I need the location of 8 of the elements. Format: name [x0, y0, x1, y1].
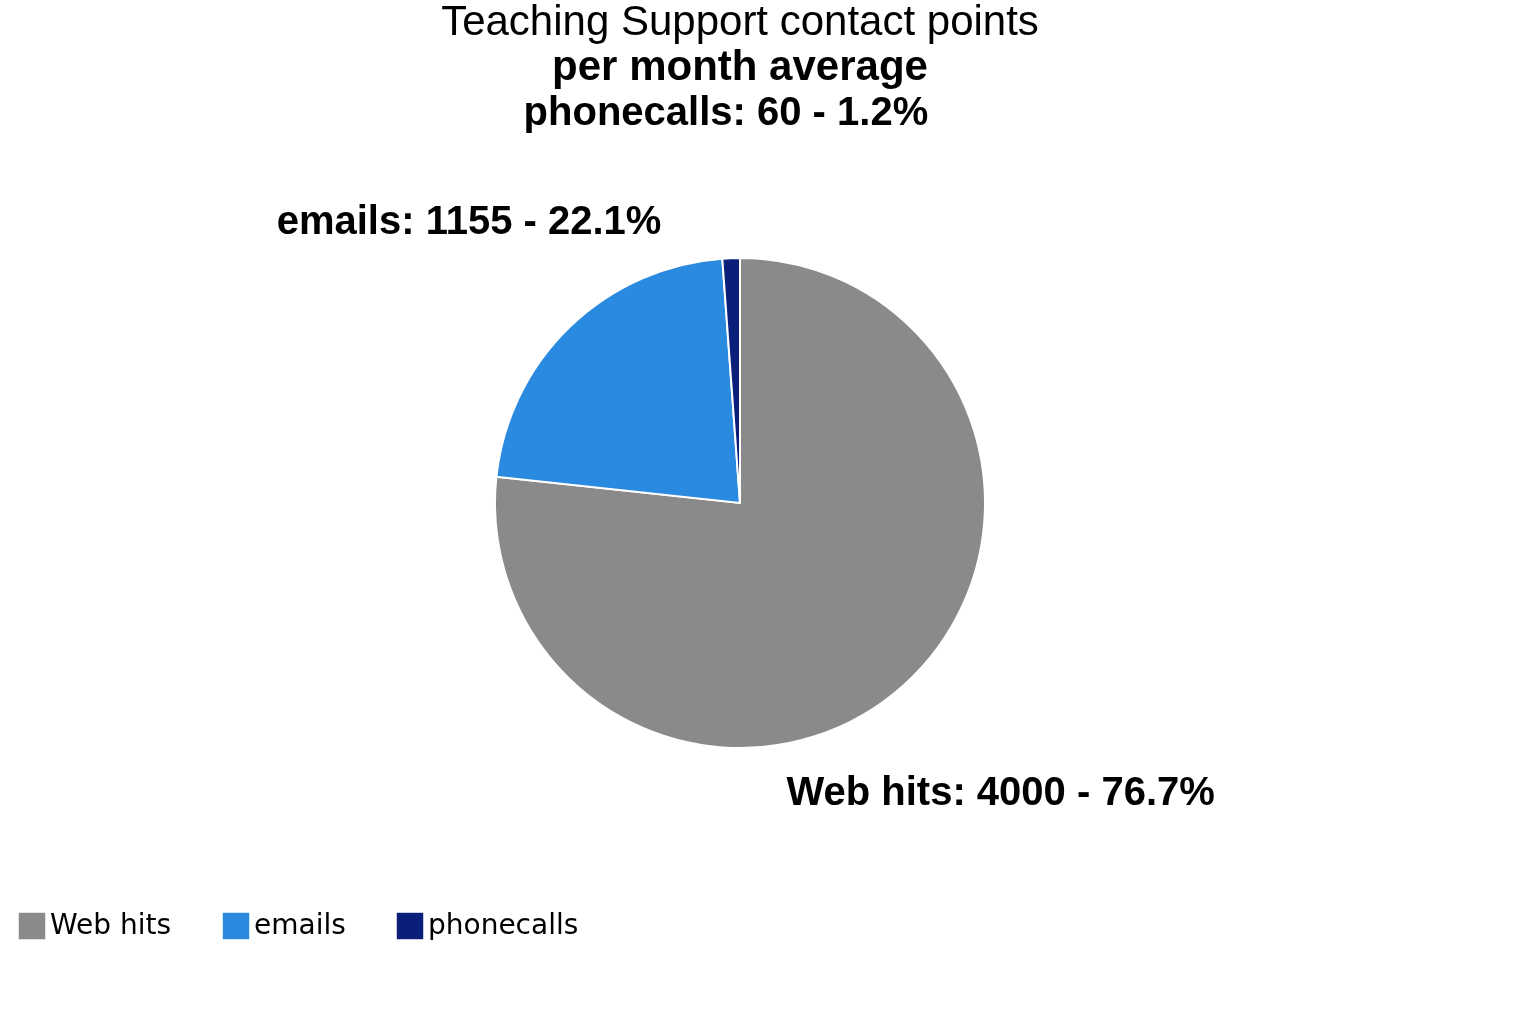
legend-label: emails: [254, 908, 346, 941]
data-label: Web hits: 4000 - 76.7%: [786, 769, 1215, 814]
data-label: phonecalls: 60 - 1.2%: [523, 89, 929, 134]
chart-title: Teaching Support contact points: [441, 0, 1039, 45]
legend-label: Web hits: [50, 908, 172, 941]
pie-slice: [494, 257, 986, 749]
data-label: emails: 1155 - 22.1%: [276, 198, 662, 243]
legend-label: phonecalls: [428, 908, 579, 941]
